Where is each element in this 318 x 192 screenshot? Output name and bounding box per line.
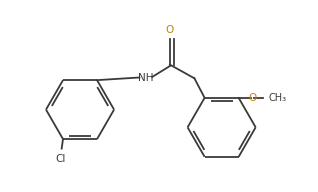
Text: CH₃: CH₃	[269, 93, 287, 103]
Text: NH: NH	[138, 73, 153, 83]
Text: O: O	[248, 93, 256, 103]
Text: Cl: Cl	[55, 154, 66, 164]
Text: O: O	[166, 25, 174, 35]
